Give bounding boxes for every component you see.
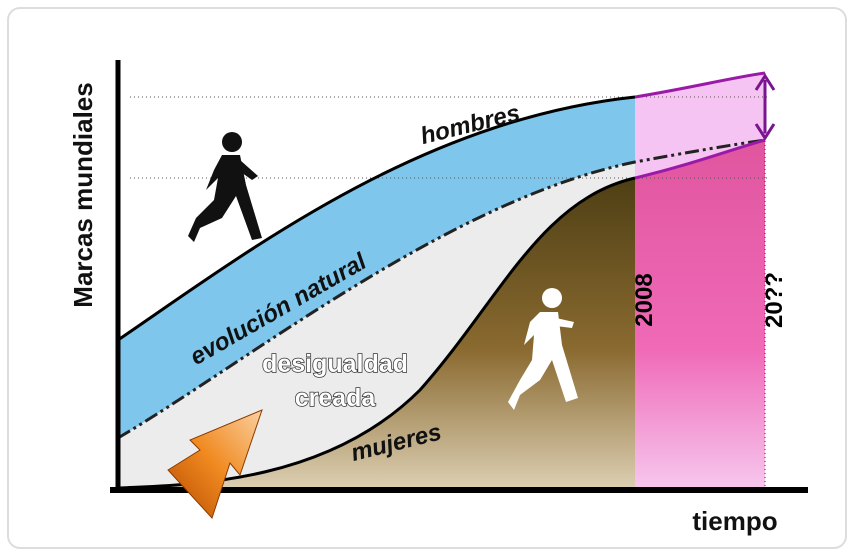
y-axis-label: Marcas mundiales [68, 82, 98, 307]
x-axis-label: tiempo [692, 506, 777, 536]
diagram: hombres evolución natural mujeres desigu… [0, 0, 854, 556]
marker-label: 2008 [631, 273, 658, 326]
marker-label: 20?? [761, 272, 788, 328]
region-label: creada [295, 384, 377, 412]
region-label: desigualdad [262, 350, 408, 378]
